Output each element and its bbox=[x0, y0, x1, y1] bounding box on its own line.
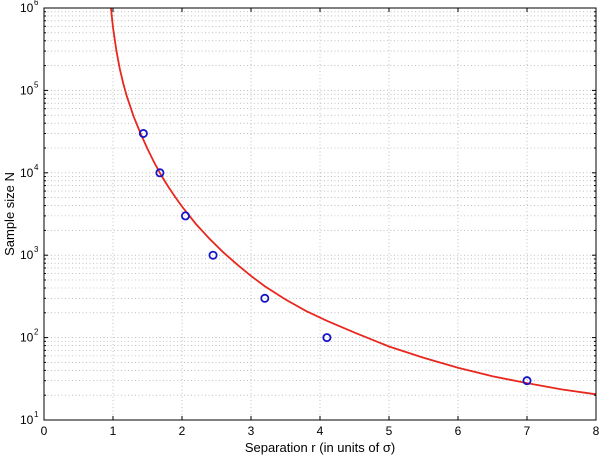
x-tick-label: 1 bbox=[110, 424, 117, 438]
grid bbox=[44, 8, 596, 420]
data-point bbox=[180, 211, 190, 221]
x-tick-label: 4 bbox=[317, 424, 324, 438]
y-tick-exponent: 5 bbox=[34, 80, 39, 89]
y-tick-label: 10 bbox=[20, 248, 34, 262]
x-tick-label: 0 bbox=[41, 424, 48, 438]
x-tick-label: 8 bbox=[593, 424, 600, 438]
y-tick-label: 10 bbox=[20, 166, 34, 180]
x-tick-label: 7 bbox=[524, 424, 531, 438]
y-tick-label: 10 bbox=[20, 83, 34, 97]
y-axis-label: Sample size N bbox=[2, 172, 17, 256]
x-tick-label: 3 bbox=[248, 424, 255, 438]
y-tick-exponent: 1 bbox=[34, 410, 39, 419]
y-tick-label: 10 bbox=[20, 331, 34, 345]
x-tick-label: 6 bbox=[455, 424, 462, 438]
fit-curve bbox=[110, 7, 597, 396]
axis-ticks bbox=[43, 8, 597, 421]
y-tick-label: 10 bbox=[20, 1, 34, 15]
data-point bbox=[138, 128, 148, 138]
y-tick-exponent: 4 bbox=[34, 163, 39, 172]
x-tick-label: 2 bbox=[179, 424, 186, 438]
data-point bbox=[522, 376, 532, 386]
x-tick-label: 5 bbox=[386, 424, 393, 438]
x-axis-label: Separation r (in units of σ) bbox=[245, 440, 395, 455]
data-point bbox=[155, 168, 165, 178]
y-tick-label: 10 bbox=[20, 413, 34, 427]
y-tick-exponent: 2 bbox=[34, 328, 39, 337]
data-point bbox=[208, 250, 218, 260]
data-point bbox=[322, 333, 332, 343]
data-point bbox=[260, 293, 270, 303]
y-tick-exponent: 6 bbox=[34, 0, 39, 7]
plot-series bbox=[110, 7, 597, 396]
y-tick-exponent: 3 bbox=[34, 245, 39, 254]
